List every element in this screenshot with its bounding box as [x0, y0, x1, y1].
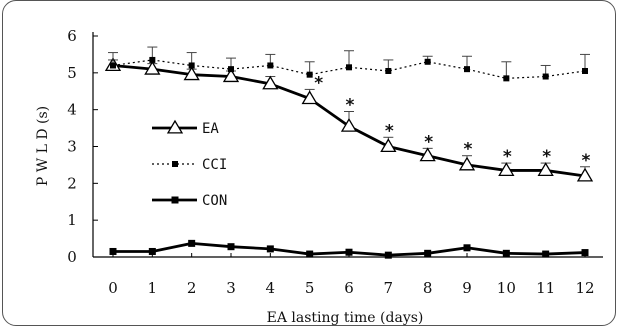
significance-star: * — [582, 151, 591, 171]
ea-data-point — [301, 90, 318, 105]
y-tick-label: 2 — [67, 174, 77, 192]
cci-data-point — [306, 71, 313, 78]
significance-star: * — [346, 96, 355, 116]
cci-data-point — [149, 56, 156, 63]
significance-star: * — [542, 147, 551, 167]
y-tick-label: 6 — [67, 27, 77, 45]
cci-data-point — [346, 64, 352, 71]
x-tick-label: 3 — [226, 279, 236, 297]
ea-data-point — [380, 138, 397, 153]
x-tick-label: 10 — [497, 279, 516, 297]
y-axis-title: P W L D (s) — [35, 106, 51, 186]
significance-star: * — [314, 73, 323, 93]
x-tick-label: 5 — [305, 279, 315, 297]
legend-cci-label: CCI — [202, 157, 227, 173]
ea-data-point — [576, 167, 594, 182]
x-tick-label: 2 — [187, 279, 197, 297]
significance-star: * — [424, 132, 433, 152]
legend-ea-marker — [166, 119, 184, 134]
significance-star: * — [503, 147, 512, 167]
con-data-point — [148, 247, 156, 255]
significance-star: * — [385, 121, 394, 141]
x-axis-title: EA lasting time (days) — [267, 310, 424, 326]
ea-data-point — [222, 68, 240, 83]
legend-ea-label: EA — [202, 121, 219, 137]
cci-data-point — [582, 67, 588, 74]
ea-data-point — [340, 117, 358, 132]
con-data-point — [542, 250, 550, 258]
con-data-point — [266, 245, 274, 253]
ea-data-point — [144, 60, 161, 75]
legend-con-marker — [171, 196, 179, 204]
cci-data-point — [110, 62, 116, 69]
x-tick-label: 1 — [148, 279, 158, 297]
cci-data-point — [188, 62, 195, 69]
cci-data-point — [267, 62, 274, 69]
x-tick-label: 4 — [266, 279, 276, 297]
y-tick-label: 5 — [67, 64, 77, 82]
ea-data-point — [262, 75, 279, 90]
ea-data-point — [498, 162, 515, 176]
con-data-point — [227, 243, 235, 251]
con-data-point — [109, 247, 117, 255]
ea-data-point — [183, 66, 200, 81]
cci-data-point — [464, 66, 470, 73]
con-data-point — [581, 249, 589, 257]
con-data-point — [463, 244, 471, 252]
x-tick-label: 0 — [108, 279, 118, 297]
cci-data-point — [228, 66, 234, 73]
ea-data-point — [458, 156, 476, 171]
cci-data-point — [503, 75, 510, 82]
cci-data-point — [542, 73, 549, 80]
con-data-point — [345, 248, 353, 256]
y-tick-label: 0 — [67, 248, 77, 266]
x-tick-label: 12 — [575, 279, 594, 297]
ea-data-point — [537, 162, 554, 176]
cci-data-point — [424, 58, 431, 65]
y-tick-label: 1 — [67, 211, 77, 229]
x-tick-label: 8 — [423, 279, 433, 297]
y-tick-label: 3 — [67, 138, 77, 156]
legend-cci-marker — [172, 161, 178, 167]
y-tick-label: 4 — [67, 101, 77, 119]
ea-data-point — [419, 147, 436, 162]
legend-con-label: CON — [202, 193, 227, 209]
con-data-point — [502, 249, 510, 257]
significance-star: * — [464, 140, 473, 160]
x-tick-label: 6 — [344, 279, 354, 297]
con-data-point — [306, 250, 314, 258]
x-tick-label: 11 — [536, 279, 555, 297]
con-data-point — [384, 251, 392, 259]
x-tick-label: 7 — [384, 279, 394, 297]
con-data-point — [188, 239, 196, 247]
con-data-point — [424, 249, 432, 257]
x-tick-label: 9 — [462, 279, 472, 297]
cci-data-point — [385, 67, 392, 74]
